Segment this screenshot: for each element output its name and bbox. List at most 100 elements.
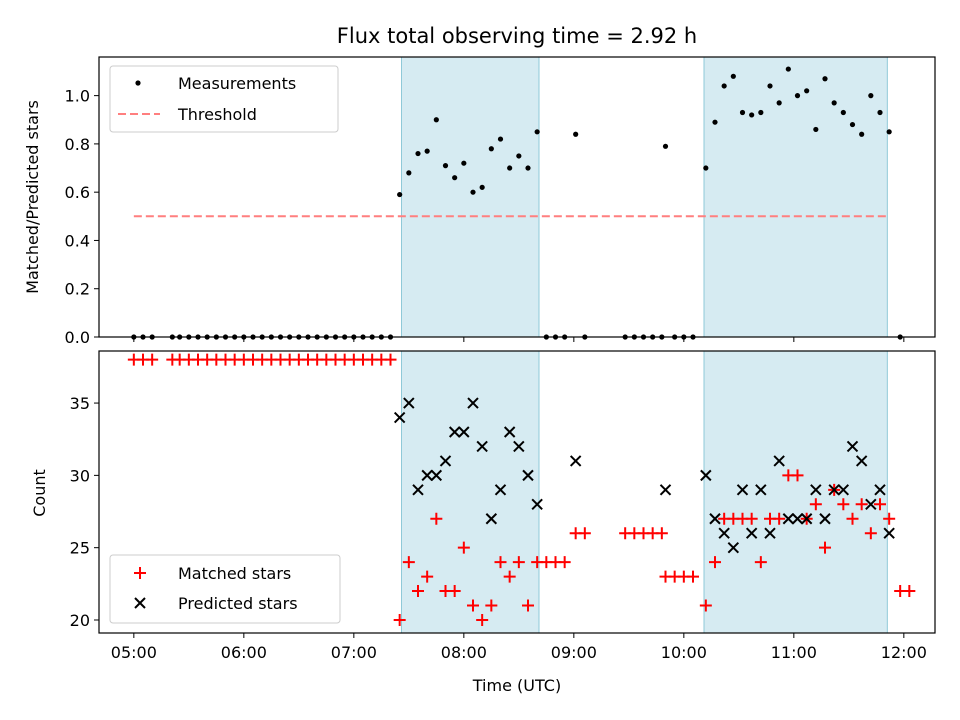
measurement-point bbox=[516, 153, 522, 159]
bottom-shaded-intervals bbox=[401, 350, 888, 634]
measurement-point bbox=[822, 76, 828, 82]
matched-star-point bbox=[412, 585, 424, 598]
matched-star-point bbox=[709, 556, 721, 569]
matched-star-point bbox=[745, 512, 758, 525]
x-tick-label: 08:00 bbox=[441, 643, 487, 662]
measurement-point bbox=[877, 109, 883, 116]
measurement-point bbox=[813, 126, 819, 133]
matched-star-point bbox=[578, 527, 591, 540]
bottom-legend-box bbox=[109, 554, 341, 624]
predicted-star-point bbox=[485, 513, 498, 525]
measurement-point bbox=[406, 170, 412, 176]
y-tick-label: 0.6 bbox=[65, 183, 90, 202]
bottom-marks bbox=[127, 353, 916, 626]
measurement-point bbox=[507, 165, 513, 171]
predicted-star-point bbox=[531, 498, 543, 510]
y-tick-label: 1.0 bbox=[65, 87, 90, 106]
top-legend-box bbox=[109, 65, 339, 133]
measurement-point bbox=[497, 136, 504, 142]
predicted-star-point bbox=[810, 484, 822, 496]
top-shaded-intervals bbox=[401, 56, 888, 338]
matched-star-point bbox=[837, 498, 850, 511]
predicted-star-point bbox=[846, 440, 859, 453]
predicted-star-point bbox=[855, 455, 868, 467]
matched-star-point bbox=[457, 541, 470, 554]
measurement-point bbox=[804, 88, 810, 94]
measurement-point bbox=[397, 191, 403, 198]
y-tick-label: 0.4 bbox=[65, 231, 90, 250]
predicted-star-point bbox=[718, 527, 730, 539]
matched-star-point bbox=[874, 498, 886, 511]
x-tick-label: 10:00 bbox=[661, 643, 707, 662]
measurement-point bbox=[415, 150, 421, 157]
predicted-star-point bbox=[865, 498, 877, 510]
y-tick-label: 35 bbox=[70, 394, 90, 413]
matched-star-point bbox=[687, 570, 699, 583]
predicted-star-point bbox=[727, 541, 740, 554]
measurement-point bbox=[868, 93, 874, 99]
measurement-point bbox=[831, 100, 837, 106]
predicted-star-point bbox=[494, 484, 507, 496]
matched-star-point bbox=[467, 599, 479, 612]
predicted-star-point bbox=[736, 484, 749, 496]
predicted-star-point bbox=[421, 469, 433, 482]
measurement-point bbox=[470, 189, 476, 195]
measurement-point bbox=[758, 109, 764, 116]
shaded-interval-1 bbox=[401, 56, 540, 338]
legend-predicted-marker bbox=[134, 597, 146, 609]
matched-star-point bbox=[846, 512, 859, 525]
measurement-point bbox=[721, 83, 727, 89]
measurement-point bbox=[452, 175, 458, 181]
x-tick-label: 07:00 bbox=[331, 643, 377, 662]
predicted-star-point bbox=[745, 527, 758, 539]
matched-star-point bbox=[883, 512, 896, 525]
bottom-frame bbox=[98, 350, 936, 634]
matched-star-point bbox=[699, 599, 712, 612]
matched-star-point bbox=[655, 527, 668, 540]
measurement-point bbox=[886, 129, 892, 135]
measurement-point bbox=[767, 83, 773, 89]
x-tick-label: 05:00 bbox=[111, 643, 157, 662]
matched-star-point bbox=[855, 498, 868, 511]
legend-predicted-label: Predicted stars bbox=[178, 594, 298, 613]
matched-star-point bbox=[485, 599, 498, 612]
measurement-point bbox=[785, 66, 791, 72]
predicted-star-point bbox=[569, 455, 582, 467]
matched-star-point bbox=[809, 498, 822, 511]
y-tick-label: 0.0 bbox=[65, 328, 90, 347]
matched-star-point bbox=[494, 556, 507, 569]
measurement-point bbox=[859, 131, 865, 137]
measurement-point bbox=[840, 109, 846, 116]
matched-star-point bbox=[146, 353, 159, 366]
predicted-star-point bbox=[393, 411, 406, 424]
x-tick-label: 12:00 bbox=[881, 643, 927, 662]
matched-star-point bbox=[402, 556, 415, 569]
shaded-interval-1 bbox=[401, 350, 540, 634]
measurement-point bbox=[794, 93, 801, 99]
bottom-axes: 05:00 06:00 07:00 08:00 09:00 10:00 11:00 12:00… bbox=[70, 394, 927, 662]
x-tick-label: 09:00 bbox=[551, 643, 597, 662]
predicted-star-point bbox=[800, 513, 813, 525]
predicted-star-point bbox=[883, 527, 895, 539]
matched-star-point bbox=[903, 585, 916, 598]
measurement-point bbox=[849, 121, 856, 128]
predicted-star-point bbox=[764, 527, 776, 539]
bottom-panel: 05:00 06:00 07:00 08:00 09:00 10:00 11:00 12:00… bbox=[30, 350, 936, 695]
measurement-point bbox=[749, 112, 755, 118]
matched-star-point bbox=[558, 556, 571, 569]
matched-star-point bbox=[430, 512, 443, 525]
top-ylabel: Matched/Predicted stars bbox=[23, 100, 42, 294]
y-tick-label: 20 bbox=[70, 611, 90, 630]
matched-star-point bbox=[754, 556, 767, 569]
predicted-star-point bbox=[522, 469, 534, 482]
measurement-point bbox=[488, 146, 494, 152]
shaded-interval-2 bbox=[703, 350, 888, 634]
top-panel: 0.0 0.2 0.4 0.6 0.8 1.0 Matched/Predicted sta… bbox=[23, 56, 936, 347]
matched-star-point bbox=[421, 570, 434, 583]
matched-star-point bbox=[476, 613, 489, 626]
predicted-star-point bbox=[448, 426, 461, 438]
bottom-xlabel: Time (UTC) bbox=[472, 676, 561, 695]
measurement-point bbox=[573, 131, 579, 137]
legend-measurements-label: Measurements bbox=[178, 74, 296, 93]
matched-star-point bbox=[864, 527, 877, 540]
